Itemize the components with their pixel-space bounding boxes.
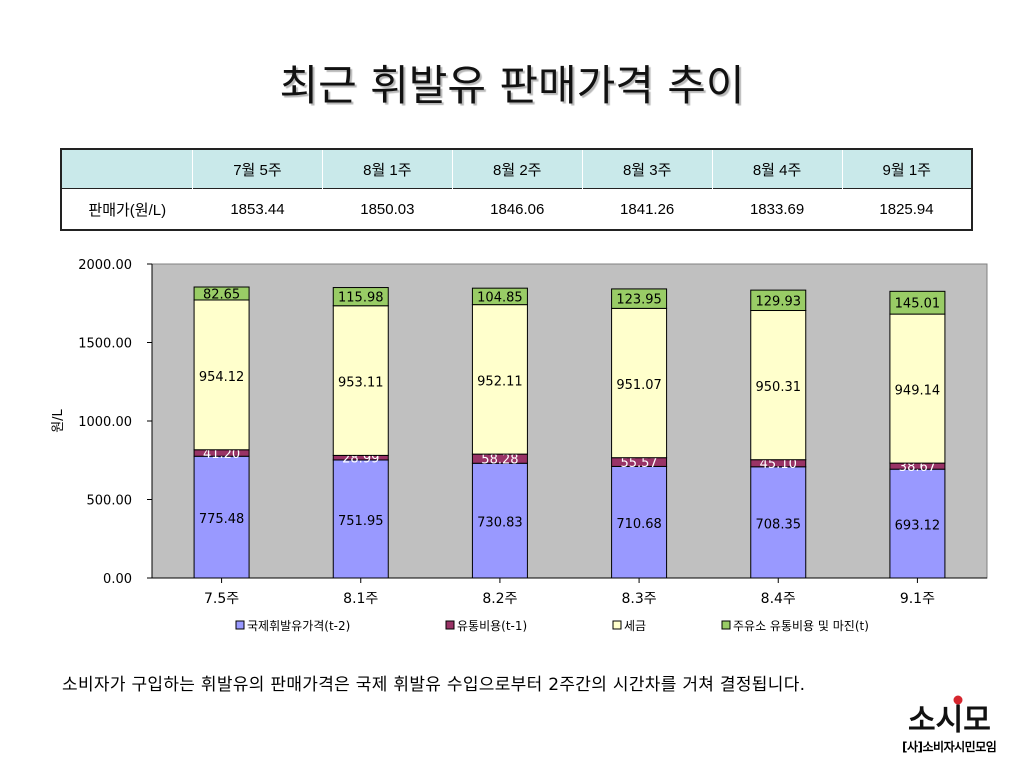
- legend-swatch: [445, 620, 455, 630]
- table-header-cell: 8월 1주: [322, 149, 453, 189]
- table-row-label: 판매가(원/L): [61, 188, 193, 230]
- data-label: 115.98: [338, 291, 384, 306]
- bar-segment: [193, 299, 250, 451]
- bar-segment: [889, 290, 946, 315]
- bar-segment: [332, 459, 389, 579]
- bar-segment: [332, 305, 389, 456]
- x-tick-label: 8.2주: [482, 591, 517, 607]
- data-label: 953.11: [338, 376, 384, 391]
- legend-label: 주유소 유통비용 및 마진(t): [733, 619, 869, 633]
- bar-segment: [471, 462, 528, 579]
- legend-label: 국제휘발유가격(t-2): [247, 619, 350, 633]
- y-tick-label: 0.00: [103, 572, 132, 587]
- y-tick-label: 2000.00: [78, 258, 132, 273]
- x-tick-label: 8.3주: [622, 591, 657, 607]
- data-label: 710.68: [616, 517, 662, 532]
- data-label: 954.12: [199, 370, 245, 385]
- slide-title: 최근 휘발유 판매가격 추이: [279, 61, 745, 110]
- price-table-header-row: 7월 5주 8월 1주 8월 2주 8월 3주 8월 4주 9월 1주: [61, 149, 973, 189]
- y-tick-label: 1500.00: [78, 337, 132, 352]
- plot-area: [151, 263, 988, 579]
- table-cell: 1833.69: [712, 188, 843, 230]
- data-label: 129.93: [756, 294, 802, 309]
- legend-label: 세금: [624, 619, 646, 633]
- y-tick-label: 1000.00: [78, 415, 132, 430]
- data-label: 775.48: [199, 512, 245, 527]
- data-label: 145.01: [895, 297, 941, 312]
- chart-svg: 0.00 500.00 1000.00 1500.00 2000.00 원/L 775.48…: [51, 258, 988, 633]
- x-tick-label: 7.5주: [204, 591, 239, 607]
- legend-swatch: [612, 620, 622, 630]
- logo-caption: [사]소비자시민모임: [902, 740, 997, 754]
- bar-segment: [889, 313, 946, 464]
- data-label: 45.10: [760, 457, 797, 472]
- table-cell: 1825.94: [842, 188, 972, 230]
- data-label: 82.65: [203, 287, 240, 302]
- data-label: 55.57: [620, 456, 657, 471]
- data-label: 38.67: [899, 460, 936, 475]
- table-row: 판매가(원/L) 1853.44 1850.03 1846.06 1841.26…: [61, 188, 972, 230]
- bar-segment: [611, 465, 668, 579]
- data-label: 41.20: [203, 447, 240, 462]
- data-label: 751.95: [338, 514, 384, 529]
- table-cell: 1846.06: [452, 188, 583, 230]
- bar-segment: [611, 288, 668, 309]
- bar-segment: [332, 287, 389, 307]
- y-axis-label: 원/L: [51, 408, 66, 432]
- bar-segment: [611, 307, 668, 459]
- logo-graphic: 소시모: [908, 695, 991, 738]
- table-cell: 1853.44: [192, 188, 323, 230]
- data-label: 950.31: [756, 380, 802, 395]
- bar-segment: [193, 286, 250, 301]
- table-header-cell: 8월 4주: [712, 149, 843, 189]
- legend-swatch: [235, 620, 245, 630]
- data-label: 104.85: [477, 290, 523, 305]
- bar-segment: [750, 289, 807, 312]
- table-cell: 1841.26: [582, 188, 713, 230]
- data-label: 951.07: [616, 378, 662, 393]
- x-tick-label: 9.1주: [900, 591, 935, 607]
- data-label: 123.95: [616, 293, 662, 308]
- bar-segment: [471, 287, 528, 306]
- y-tick-label: 500.00: [87, 494, 133, 509]
- data-label: 58.28: [481, 453, 518, 468]
- bar-segment: [471, 304, 528, 455]
- legend-swatch: [721, 620, 731, 630]
- logo-dot: [953, 695, 963, 705]
- table-header-cell: 8월 3주: [582, 149, 713, 189]
- bar-segment: [750, 466, 807, 579]
- x-tick-label: 8.1주: [343, 591, 378, 607]
- price-table: 7월 5주 8월 1주 8월 2주 8월 3주 8월 4주 9월 1주 판매가(…: [60, 148, 973, 231]
- table-header-cell: 7월 5주: [192, 149, 323, 189]
- table-header-cell: 9월 1주: [842, 149, 973, 189]
- table-header-cell: 8월 2주: [452, 149, 583, 189]
- data-label: 949.14: [895, 384, 941, 399]
- x-tick-label: 8.4주: [761, 591, 796, 607]
- table-corner-cell: [61, 149, 193, 189]
- table-cell: 1850.03: [322, 188, 453, 230]
- logo-text: 소시모: [908, 703, 991, 738]
- legend-label: 유통비용(t-1): [457, 619, 527, 633]
- data-label: 708.35: [756, 517, 802, 532]
- bar-segment: [750, 310, 807, 461]
- data-label: 730.83: [477, 516, 523, 531]
- stacked-bar-chart: 0.00 500.00 1000.00 1500.00 2000.00 원/L 775.48…: [0, 255, 1024, 655]
- data-label: 952.11: [477, 374, 523, 389]
- footnote: 소비자가 구입하는 휘발유의 판매가격은 국제 휘발유 수입으로부터 2주간의 …: [62, 675, 806, 695]
- data-label: 693.12: [895, 519, 941, 534]
